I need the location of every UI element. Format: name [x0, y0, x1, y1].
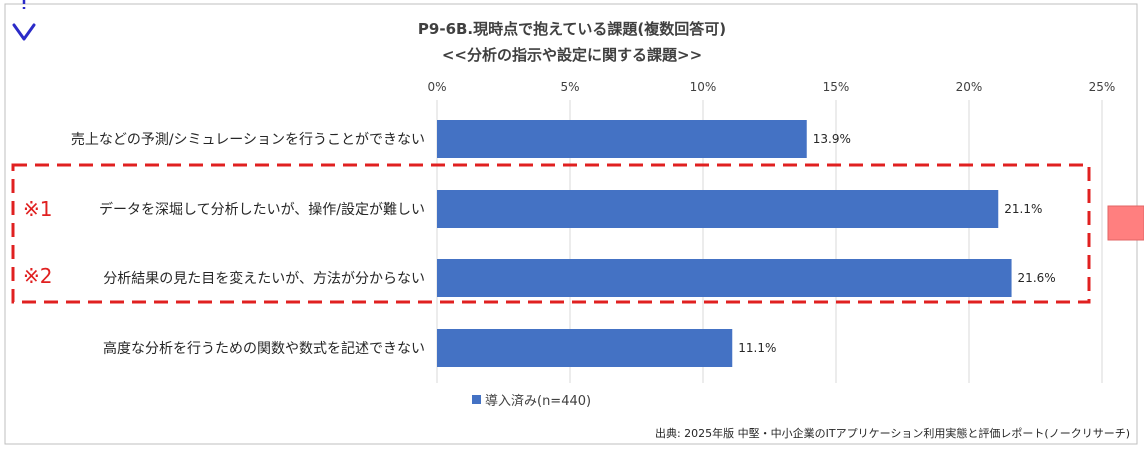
- category-labels: 売上などの予測/シミュレーションを行うことができないデータを深堀して分析したいが…: [71, 132, 425, 357]
- bar: [437, 259, 1012, 297]
- chart-title: P9-6B.現時点で抱えている課題(複数回答可): [418, 20, 726, 38]
- legend-swatch: [472, 395, 481, 404]
- category-label: データを深堀して分析したいが、操作/設定が難しい: [99, 201, 425, 218]
- bar: [437, 190, 999, 228]
- x-tick-label: 5%: [560, 80, 579, 94]
- x-tick-label: 25%: [1089, 80, 1116, 94]
- bar-value-label: 13.9%: [813, 132, 851, 146]
- category-label: 分析結果の見た目を変えたいが、方法が分からない: [103, 270, 425, 287]
- bar: [437, 120, 807, 158]
- x-tick-label: 0%: [427, 80, 446, 94]
- highlight-marker-1: ※1: [23, 197, 52, 221]
- side-marker: [1107, 205, 1144, 241]
- bars: [437, 120, 1012, 367]
- chart-subtitle: <<分析の指示や設定に関する課題>>: [442, 46, 702, 64]
- highlight-marker-2: ※2: [23, 264, 52, 288]
- bar-value-label: 21.1%: [1004, 202, 1042, 216]
- legend: 導入済み(n=440): [472, 393, 591, 409]
- category-label: 高度な分析を行うための関数や数式を記述できない: [103, 340, 425, 357]
- x-axis-ticks: 0% 5% 10% 15% 20% 25%: [427, 80, 1115, 94]
- data-labels: 13.9% 21.1% 21.6% 11.1%: [738, 132, 1055, 355]
- category-label: 売上などの予測/シミュレーションを行うことができない: [71, 132, 425, 148]
- bar-value-label: 11.1%: [738, 341, 776, 355]
- highlight-box: [11, 163, 1091, 304]
- legend-label: 導入済み(n=440): [485, 393, 591, 409]
- x-tick-label: 20%: [956, 80, 983, 94]
- bar: [437, 329, 733, 367]
- down-arrow-icon: [12, 0, 36, 41]
- x-tick-label: 15%: [823, 80, 850, 94]
- x-tick-label: 10%: [690, 80, 717, 94]
- source-note: 出典: 2025年版 中堅・中小企業のITアプリケーション利用実態と評価レポート…: [655, 426, 1130, 440]
- bar-value-label: 21.6%: [1018, 271, 1056, 285]
